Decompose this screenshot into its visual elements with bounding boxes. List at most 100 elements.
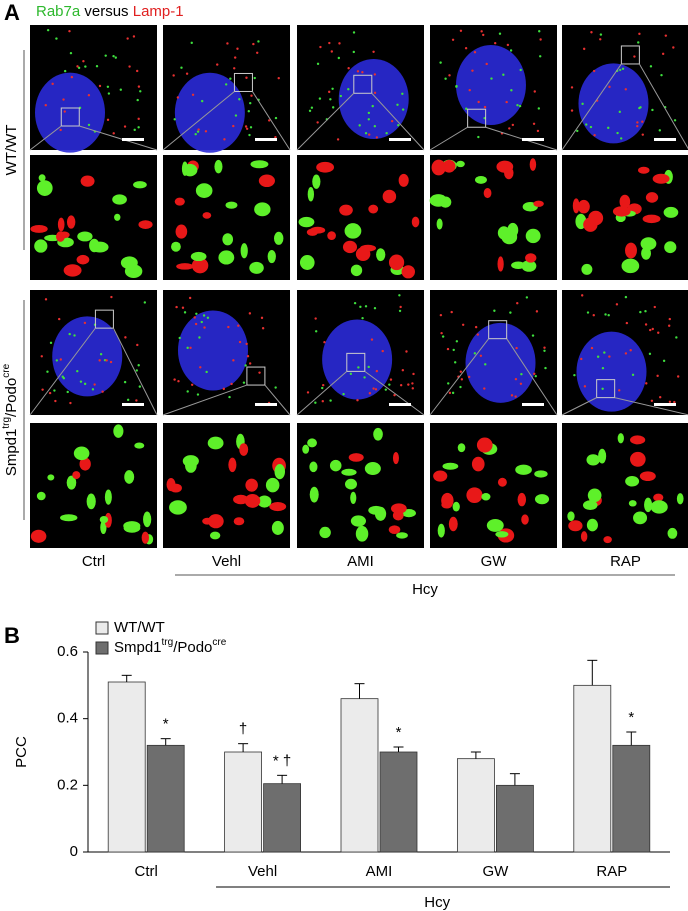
puncta [77, 66, 81, 70]
puncta [176, 96, 180, 99]
puncta [439, 61, 442, 64]
puncta [629, 349, 632, 352]
puncta [82, 59, 85, 63]
puncta [505, 100, 508, 104]
puncta [177, 379, 180, 383]
puncta [249, 126, 253, 129]
nucleus [578, 63, 649, 144]
puncta [451, 38, 455, 42]
puncta [582, 47, 586, 51]
puncta [455, 85, 458, 88]
puncta [373, 91, 377, 95]
puncta [618, 389, 621, 392]
puncta [193, 316, 196, 319]
puncta [258, 174, 275, 188]
puncta [141, 531, 150, 544]
puncta [246, 354, 250, 358]
puncta [399, 384, 403, 387]
puncta [673, 119, 677, 122]
x-tick-label: Vehl [248, 863, 277, 880]
puncta [136, 98, 139, 102]
panel-label: B [4, 623, 20, 648]
puncta [330, 50, 334, 53]
puncta [62, 98, 65, 101]
puncta [631, 373, 635, 377]
significance-marker: * [396, 724, 402, 741]
puncta [30, 224, 48, 233]
puncta [442, 462, 459, 470]
puncta [464, 47, 468, 50]
puncta [318, 97, 322, 100]
puncta [396, 532, 408, 539]
puncta [245, 127, 249, 130]
puncta [396, 103, 399, 106]
puncta [467, 375, 471, 379]
puncta [371, 104, 374, 108]
puncta [79, 457, 91, 471]
puncta [181, 306, 185, 309]
puncta [66, 390, 69, 394]
puncta [599, 38, 602, 41]
puncta [603, 351, 606, 354]
puncta [617, 433, 624, 444]
puncta [516, 103, 519, 107]
puncta [641, 120, 644, 123]
superscript: trg [1, 417, 12, 429]
puncta [459, 370, 463, 373]
puncta [608, 85, 611, 89]
y-tick-label: 0.6 [57, 643, 78, 660]
scale-bar [122, 138, 144, 141]
puncta [534, 494, 550, 505]
scale-bar [389, 138, 411, 141]
puncta [497, 226, 510, 240]
puncta [486, 518, 504, 532]
puncta [205, 370, 208, 374]
puncta [581, 102, 584, 106]
puncta [200, 320, 203, 324]
puncta [308, 109, 312, 113]
zoom-line [506, 338, 558, 416]
puncta [327, 90, 331, 94]
puncta [603, 536, 612, 544]
puncta [185, 458, 197, 473]
puncta [405, 350, 408, 353]
puncta [448, 74, 451, 77]
y-tick-label: 0.2 [57, 776, 78, 793]
puncta [514, 377, 518, 381]
puncta [525, 228, 541, 244]
puncta [397, 124, 400, 127]
puncta [533, 90, 536, 93]
puncta [649, 65, 653, 68]
puncta [196, 130, 200, 133]
puncta [474, 175, 487, 184]
puncta [440, 331, 443, 335]
zoom-line [561, 397, 597, 416]
puncta [497, 477, 507, 487]
puncta [344, 478, 358, 490]
puncta [136, 343, 139, 347]
group-label: Hcy [424, 894, 450, 911]
puncta [190, 383, 194, 386]
puncta [407, 383, 410, 386]
puncta [485, 62, 488, 66]
puncta [506, 43, 510, 47]
puncta [582, 500, 598, 511]
puncta [573, 373, 576, 377]
puncta [621, 258, 640, 274]
zoom-box [233, 72, 253, 92]
puncta [495, 531, 509, 538]
puncta [481, 493, 491, 501]
puncta [138, 220, 153, 229]
puncta [306, 228, 319, 236]
zoom-box [246, 366, 266, 386]
puncta [570, 86, 574, 89]
puncta [249, 101, 252, 105]
nucleus [455, 45, 526, 126]
puncta [175, 224, 188, 239]
puncta [350, 491, 357, 504]
puncta [477, 135, 480, 139]
puncta [502, 73, 505, 76]
puncta [644, 310, 647, 313]
puncta [657, 331, 660, 334]
puncta [653, 493, 664, 502]
